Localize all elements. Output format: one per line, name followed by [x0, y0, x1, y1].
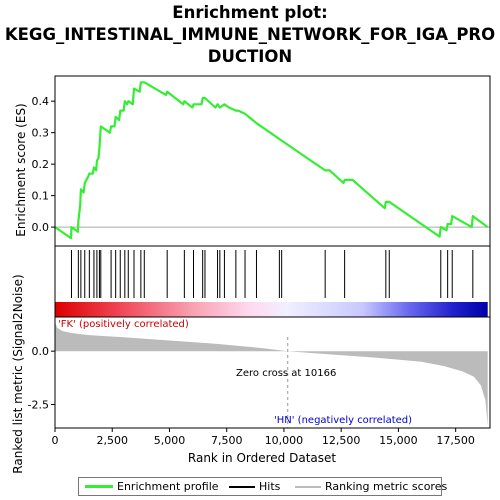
es-y-tick-label-0: 0.0 [32, 221, 50, 234]
es-panel-frame [54, 75, 491, 247]
x-axis-label: Rank in Ordered Dataset [188, 451, 336, 465]
metric-y-tick-label-0: 0.0 [32, 345, 50, 358]
x-tick-label-6: 15,000 [379, 434, 418, 447]
es-y-tick-label-3: 0.3 [32, 127, 50, 140]
metric-y-tick-label-1: -2.5 [28, 399, 49, 412]
heatmap-bar [55, 302, 488, 317]
legend: Enrichment profile Hits Ranking metric s… [78, 477, 447, 496]
es-y-tick-label-1: 0.1 [32, 190, 50, 203]
x-tick-label-4: 10,000 [265, 434, 304, 447]
legend-metric-swatch [295, 486, 321, 488]
es-y-axis-label: Enrichment score (ES) [14, 103, 28, 236]
x-tick-label-2: 5,000 [154, 434, 186, 447]
chart-title: Enrichment plot: KEGG_INTESTINAL_IMMUNE_… [0, 2, 500, 68]
es-panel [54, 81, 490, 240]
title-line-1: Enrichment plot: [172, 3, 328, 22]
title-line-3: DUCTION [207, 47, 293, 66]
title-line-2: KEGG_INTESTINAL_IMMUNE_NETWORK_FOR_IGA_P… [4, 25, 496, 44]
x-tick-label-1: 2,500 [96, 434, 128, 447]
legend-hits-swatch [229, 486, 255, 488]
x-tick-label-3: 7,500 [211, 434, 243, 447]
legend-metric-label: Ranking metric scores [325, 480, 448, 493]
x-tick-label-0: 0 [52, 434, 59, 447]
ranking-metric-area [55, 322, 488, 426]
metric-panel-frame [54, 316, 491, 429]
positive-correlation-label: 'FK' (positively correlated) [58, 319, 189, 330]
legend-enrichment-label: Enrichment profile [117, 480, 219, 493]
negative-correlation-label: 'HN' (negatively correlated) [274, 415, 412, 426]
hits-panel [70, 250, 474, 298]
metric-y-axis-label: Ranked list metric (Signal2Noise) [11, 274, 25, 473]
x-tick-label-5: 12,500 [322, 434, 361, 447]
legend-enrichment-swatch [85, 485, 113, 488]
legend-hits-label: Hits [259, 480, 281, 493]
es-y-tick-label-4: 0.4 [32, 95, 50, 108]
x-tick-label-7: 17,500 [436, 434, 475, 447]
es-y-tick-label-2: 0.2 [32, 158, 50, 171]
zero-cross-label: Zero cross at 10166 [236, 368, 336, 379]
metric-panel [55, 322, 488, 428]
heatmap-gradient [55, 302, 488, 317]
enrichment-profile-line [54, 81, 489, 240]
axes: 0.0 0.1 0.2 0.3 0.4 0.0 -2.5 0 2,500 5,000 7,500 10… [28, 95, 475, 447]
